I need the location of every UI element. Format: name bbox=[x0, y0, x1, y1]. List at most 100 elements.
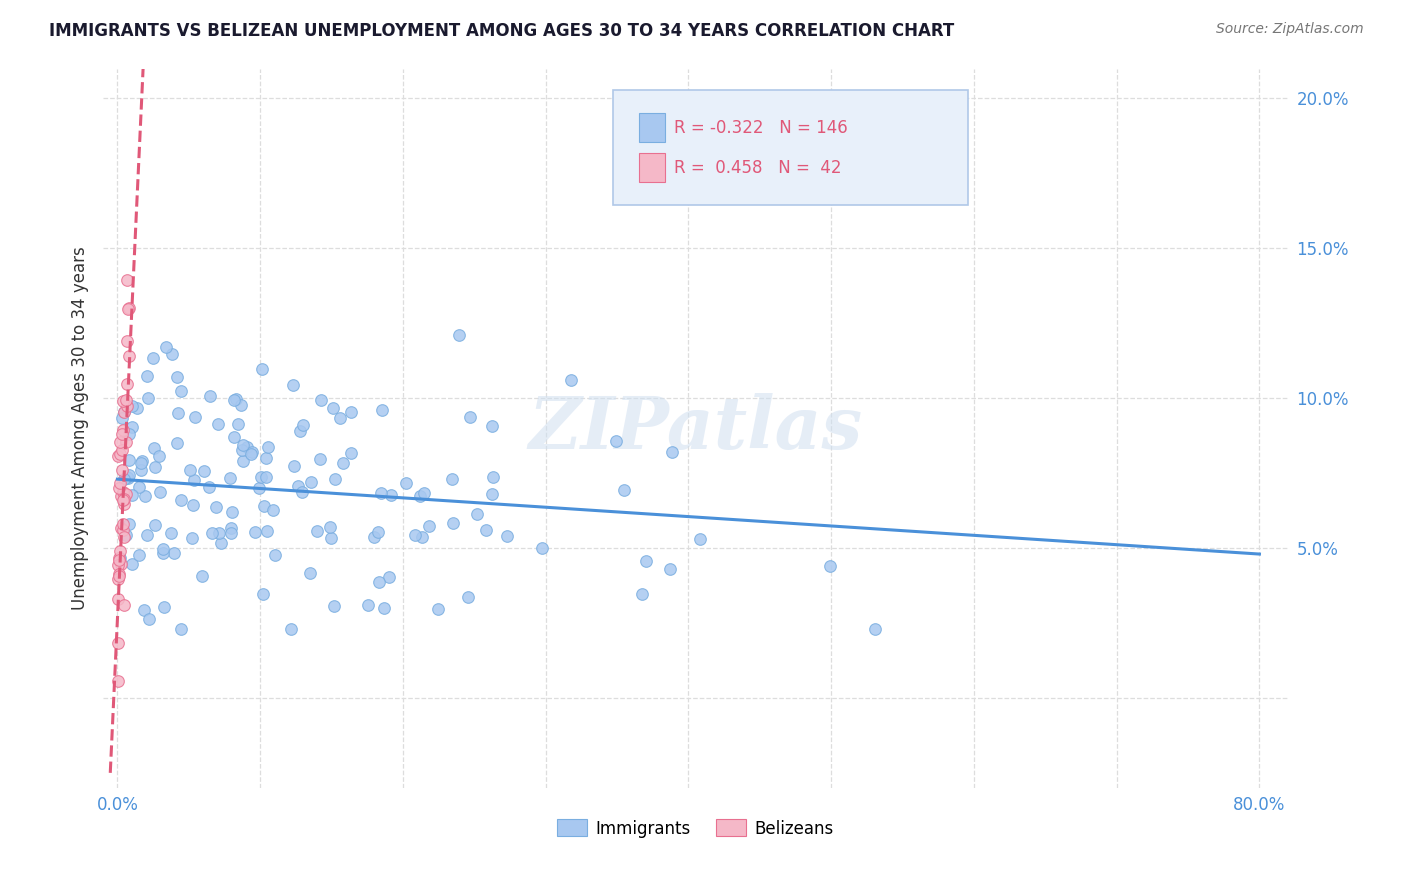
Point bbox=[134, 489, 156, 503]
Point bbox=[449, 327, 471, 342]
Point bbox=[115, 434, 138, 449]
Point bbox=[280, 622, 302, 636]
Point bbox=[243, 525, 266, 540]
Point bbox=[121, 558, 143, 572]
Text: IMMIGRANTS VS BELIZEAN UNEMPLOYMENT AMONG AGES 30 TO 34 YEARS CORRELATION CHART: IMMIGRANTS VS BELIZEAN UNEMPLOYMENT AMON… bbox=[49, 22, 955, 40]
Point bbox=[363, 531, 385, 545]
Point bbox=[181, 498, 204, 512]
Point bbox=[263, 549, 285, 563]
Point bbox=[170, 384, 193, 398]
Point bbox=[108, 551, 131, 566]
Point bbox=[111, 517, 134, 532]
Point bbox=[193, 464, 215, 478]
Text: Source: ZipAtlas.com: Source: ZipAtlas.com bbox=[1216, 22, 1364, 37]
Point bbox=[112, 405, 135, 419]
Point bbox=[118, 349, 141, 363]
Point bbox=[240, 445, 263, 459]
Point bbox=[818, 558, 841, 573]
Point bbox=[863, 623, 886, 637]
Point bbox=[107, 481, 129, 495]
Point bbox=[219, 521, 242, 535]
Point bbox=[322, 401, 344, 415]
Point bbox=[613, 483, 636, 497]
Point bbox=[371, 402, 394, 417]
Point bbox=[661, 445, 683, 459]
Point bbox=[107, 553, 129, 567]
Point bbox=[160, 347, 183, 361]
Point bbox=[560, 373, 582, 387]
Point bbox=[115, 273, 138, 287]
Point bbox=[152, 546, 174, 560]
Point bbox=[117, 377, 139, 392]
Point bbox=[222, 393, 245, 408]
Point bbox=[115, 528, 138, 542]
Point bbox=[118, 467, 141, 482]
Point bbox=[107, 558, 129, 572]
Point bbox=[197, 480, 219, 494]
Point bbox=[166, 369, 188, 384]
Point bbox=[332, 456, 354, 470]
Point bbox=[457, 590, 479, 604]
Point bbox=[110, 544, 132, 558]
Point bbox=[117, 302, 139, 317]
Point bbox=[152, 600, 174, 615]
Point bbox=[481, 470, 503, 484]
Point bbox=[201, 526, 224, 541]
Point bbox=[160, 525, 183, 540]
Point bbox=[163, 545, 186, 559]
Point bbox=[112, 530, 135, 544]
Point bbox=[136, 528, 159, 542]
Point bbox=[236, 440, 259, 454]
Point bbox=[181, 531, 204, 545]
Point bbox=[427, 602, 450, 616]
Point bbox=[329, 411, 352, 425]
Point bbox=[481, 487, 503, 501]
Point bbox=[291, 418, 314, 433]
Point bbox=[112, 405, 135, 419]
Point bbox=[231, 443, 253, 458]
Point bbox=[129, 456, 152, 470]
Bar bbox=[638, 113, 665, 142]
Point bbox=[205, 500, 228, 515]
Point bbox=[207, 417, 229, 431]
Point bbox=[283, 458, 305, 473]
Point bbox=[155, 340, 177, 354]
Point bbox=[357, 598, 380, 612]
Point bbox=[257, 440, 280, 454]
Point bbox=[108, 551, 131, 566]
Point bbox=[132, 603, 155, 617]
Point bbox=[118, 452, 141, 467]
Point bbox=[110, 557, 132, 571]
Point bbox=[465, 507, 488, 521]
Point bbox=[112, 472, 135, 486]
Point bbox=[152, 541, 174, 556]
Point bbox=[111, 492, 134, 507]
Point bbox=[247, 481, 270, 495]
Point bbox=[135, 368, 157, 383]
Point bbox=[142, 442, 165, 456]
Y-axis label: Unemployment Among Ages 30 to 34 years: Unemployment Among Ages 30 to 34 years bbox=[72, 246, 89, 610]
Point bbox=[262, 503, 284, 517]
Point bbox=[184, 409, 207, 424]
Point bbox=[111, 423, 134, 437]
Point bbox=[114, 392, 136, 407]
Point bbox=[254, 470, 277, 484]
Point bbox=[253, 499, 276, 513]
Point bbox=[231, 398, 253, 412]
Point bbox=[209, 535, 232, 549]
Point bbox=[110, 489, 132, 503]
Point bbox=[149, 484, 172, 499]
Legend: Immigrants, Belizeans: Immigrants, Belizeans bbox=[551, 813, 841, 844]
Point bbox=[370, 486, 392, 500]
Point bbox=[250, 361, 273, 376]
Point bbox=[378, 570, 401, 584]
Point bbox=[166, 435, 188, 450]
Point bbox=[125, 401, 148, 415]
Point bbox=[191, 568, 214, 582]
Point bbox=[373, 601, 395, 615]
Point bbox=[222, 430, 245, 444]
Point bbox=[131, 454, 153, 468]
Point bbox=[136, 391, 159, 405]
Point bbox=[128, 479, 150, 493]
Point bbox=[689, 532, 711, 546]
